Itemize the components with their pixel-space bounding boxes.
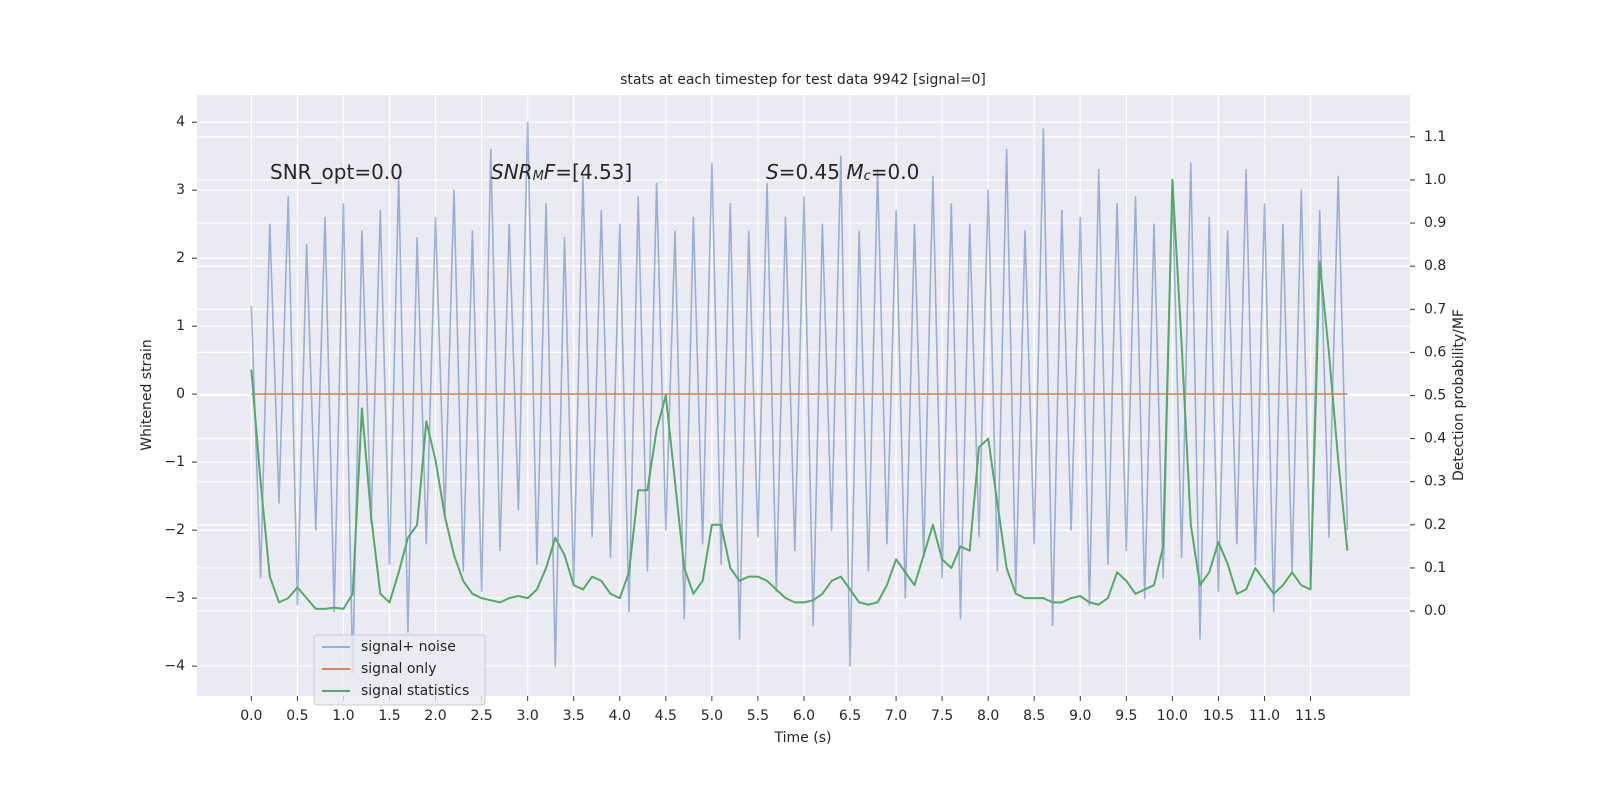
y-tick-label: 4 <box>176 114 185 130</box>
x-tick-label: 11.5 <box>1295 708 1326 724</box>
y2-tick-label: 0.2 <box>1424 517 1446 533</box>
x-tick-label: 6.5 <box>839 708 861 724</box>
y2-tick-label: 0.4 <box>1424 431 1446 447</box>
x-tick-label: 1.0 <box>332 708 354 724</box>
annotation-part: =0.0 <box>871 160 920 184</box>
legend-box <box>313 634 486 706</box>
x-tick-label: 4.0 <box>609 708 631 724</box>
x-tick-label: 9.0 <box>1069 708 1091 724</box>
annotation: SNRMF=[4.53] <box>491 160 632 185</box>
y-tick-label: 0 <box>176 386 185 402</box>
annotation-part: c <box>864 169 871 184</box>
x-tick-label: 4.5 <box>655 708 677 724</box>
legend-label: signal only <box>361 661 436 677</box>
annotation-part: =[4.53] <box>555 160 632 184</box>
y-tick-label: 2 <box>176 250 185 266</box>
legend-label: signal+ noise <box>361 639 456 655</box>
x-tick-label: 2.5 <box>470 708 492 724</box>
y2-tick-label: 0.8 <box>1424 258 1446 274</box>
x-tick-label: 1.5 <box>378 708 400 724</box>
x-tick-label: 10.5 <box>1203 708 1234 724</box>
x-tick-label: 0.0 <box>240 708 262 724</box>
x-tick-label: 2.0 <box>424 708 446 724</box>
x-tick-label: 9.5 <box>1115 708 1137 724</box>
x-tick-label: 8.0 <box>977 708 999 724</box>
y-tick-label: 3 <box>176 182 185 198</box>
annotation-part: F <box>544 160 556 184</box>
y-tick-label: −1 <box>164 454 185 470</box>
y2-axis-label: Detection probability/MF <box>1451 309 1467 481</box>
x-tick-label: 0.5 <box>286 708 308 724</box>
y-tick-label: −3 <box>164 590 185 606</box>
legend-label: signal statistics <box>361 683 469 699</box>
x-tick-label: 3.0 <box>517 708 539 724</box>
annotation: SNR_opt=0.0 <box>270 160 403 184</box>
x-axis-label: Time (s) <box>774 730 832 746</box>
x-tick-label: 3.5 <box>563 708 585 724</box>
annotation: S=0.45 Mc=0.0 <box>766 160 919 185</box>
y2-tick-label: 0.7 <box>1424 301 1446 317</box>
annotation-part: SNR <box>491 160 533 184</box>
x-tick-label: 10.0 <box>1157 708 1188 724</box>
y-tick-label: −4 <box>164 658 185 674</box>
y2-tick-label: 0.9 <box>1424 215 1446 231</box>
x-tick-label: 5.0 <box>701 708 723 724</box>
y2-tick-label: 1.1 <box>1424 129 1446 145</box>
x-tick-label: 6.0 <box>793 708 815 724</box>
chart-title: stats at each timestep for test data 994… <box>620 72 986 88</box>
y2-tick-label: 0.6 <box>1424 344 1446 360</box>
x-tick-label: 5.5 <box>747 708 769 724</box>
y-tick-label: 1 <box>176 318 185 334</box>
annotation-part: M <box>533 169 544 184</box>
y2-tick-label: 0.1 <box>1424 560 1446 576</box>
y-axis-label: Whitened strain <box>139 339 155 450</box>
annotation-part: SNR_opt=0.0 <box>270 160 403 184</box>
y2-tick-label: 0.5 <box>1424 388 1446 404</box>
x-tick-label: 11.0 <box>1249 708 1280 724</box>
annotation-part: M <box>846 160 863 184</box>
x-tick-label: 7.5 <box>931 708 953 724</box>
data-line <box>250 178 1349 610</box>
y2-tick-label: 0.0 <box>1424 603 1446 619</box>
y2-tick-label: 1.0 <box>1424 172 1446 188</box>
annotation-part: =0.45 <box>779 160 847 184</box>
annotation-part: S <box>766 160 779 184</box>
y2-tick-label: 0.3 <box>1424 474 1446 490</box>
x-tick-label: 7.0 <box>885 708 907 724</box>
y-tick-label: −2 <box>164 522 185 538</box>
x-tick-label: 8.5 <box>1023 708 1045 724</box>
